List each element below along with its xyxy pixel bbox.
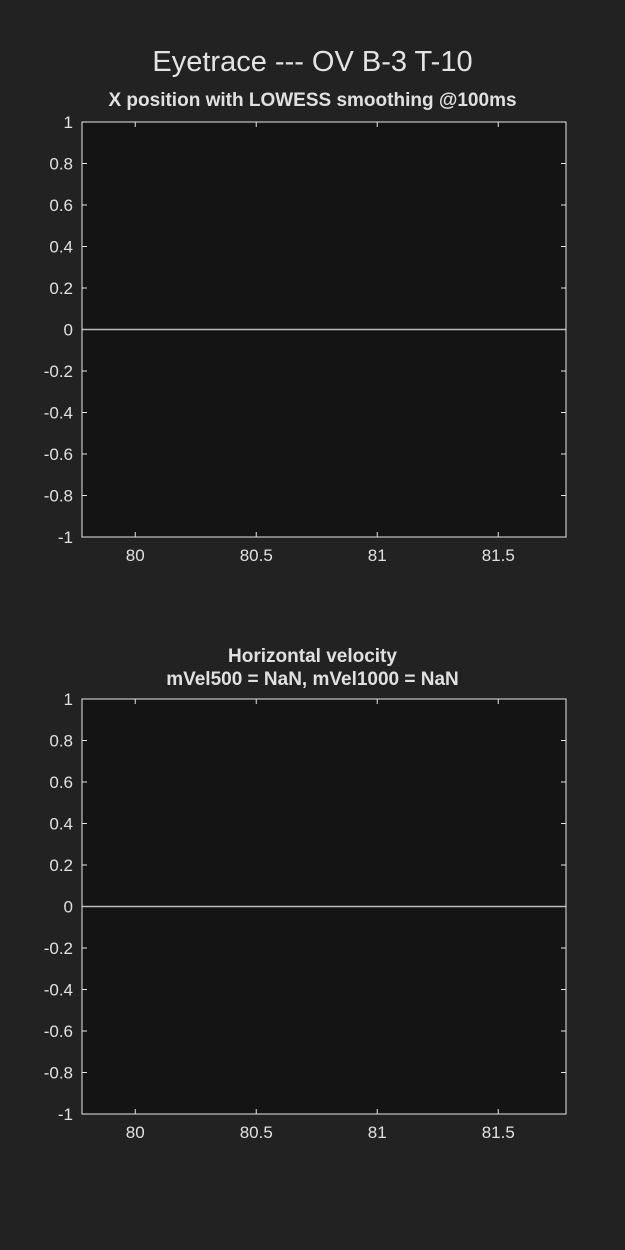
y-tick-label: 0 [64, 898, 73, 917]
y-tick-label: -0.6 [44, 1022, 73, 1041]
x-position-chart: X position with LOWESS smoothing @100ms 1… [44, 90, 567, 565]
axes-frame [81, 698, 567, 1115]
y-tick-label: -0.8 [44, 487, 73, 506]
y-tick-label: 0 [64, 321, 73, 340]
y-tick-label: -1 [58, 1105, 73, 1124]
chart-panel-x-position: X position with LOWESS smoothing @100ms 1… [0, 0, 625, 605]
x-tick-label: 80 [126, 546, 145, 565]
x-tick-label: 81.5 [482, 1123, 515, 1142]
x-tick-label: 81 [368, 546, 387, 565]
y-tick-label: 1 [64, 690, 73, 709]
x-tick-label: 80 [126, 1123, 145, 1142]
y-tick-label: 0.8 [49, 155, 73, 174]
chart-title: X position with LOWESS smoothing @100ms [108, 90, 516, 111]
x-tick-label: 80.5 [240, 1123, 273, 1142]
y-tick-label: -0.2 [44, 362, 73, 381]
y-tick-label: 0.6 [49, 773, 73, 792]
figure-title: Eyetrace --- OV B-3 T-10 [152, 46, 473, 78]
axes-frame [81, 121, 567, 538]
y-tick-label: -0.4 [44, 404, 73, 423]
x-tick-label: 81 [368, 1123, 387, 1142]
y-tick-label: -1 [58, 528, 73, 547]
x-tick-label: 80.5 [240, 546, 273, 565]
y-tick-label: 0.4 [49, 815, 73, 834]
x-tick-label: 81.5 [482, 546, 515, 565]
y-tick-label: 0.2 [49, 279, 73, 298]
chart-panel-horizontal-velocity: Horizontal velocity mVel500 = NaN, mVel10… [0, 640, 625, 1155]
y-tick-label: 0.2 [49, 856, 73, 875]
y-tick-label: -0.2 [44, 939, 73, 958]
y-tick-label: 0.6 [49, 196, 73, 215]
y-tick-label: 1 [64, 113, 73, 132]
y-tick-label: 0.4 [49, 238, 73, 257]
y-tick-label: -0.8 [44, 1064, 73, 1083]
chart-title: mVel500 = NaN, mVel1000 = NaN [166, 669, 459, 690]
y-tick-label: -0.4 [44, 981, 73, 1000]
y-tick-label: 0.8 [49, 732, 73, 751]
y-tick-label: -0.6 [44, 445, 73, 464]
chart-title: Horizontal velocity [228, 646, 397, 667]
